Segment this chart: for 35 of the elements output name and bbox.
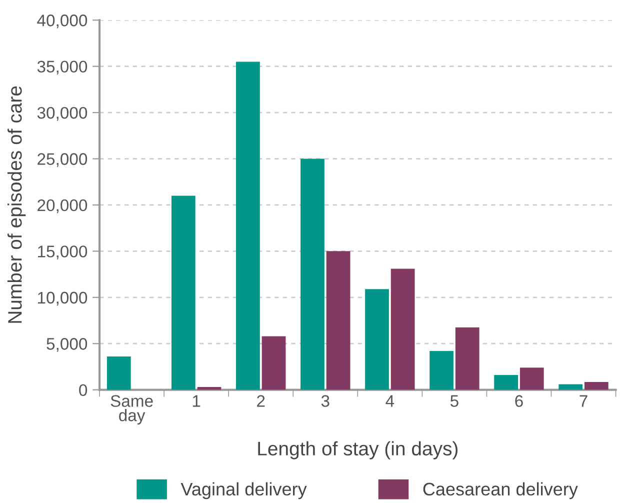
y-axis-title: Number of episodes of care (8, 86, 26, 323)
bar (300, 158, 324, 390)
y-tick-label: 15,000 (38, 246, 88, 260)
bar (106, 356, 131, 390)
x-tick-label: 2 (257, 395, 265, 407)
x-axis-title: Length of stay (in days) (258, 441, 458, 460)
bar (558, 384, 583, 390)
legend-label: Caesarean delivery (423, 482, 578, 500)
bar (236, 62, 260, 390)
bar (390, 268, 415, 390)
bar (365, 289, 389, 390)
y-tick-label: 20,000 (38, 199, 88, 214)
x-tick-label: 1 (192, 395, 200, 407)
y-tick-label: 30,000 (37, 106, 88, 121)
y-tick-label: 0 (79, 384, 88, 396)
x-tick-label: 3 (321, 395, 330, 407)
bar (326, 251, 350, 390)
x-tick-label: 7 (580, 395, 588, 407)
x-tick-label: Same day (110, 395, 153, 425)
bar (494, 375, 518, 390)
y-tick-label: 25,000 (38, 153, 88, 167)
bar (455, 327, 480, 390)
x-tick-label: 5 (450, 395, 458, 407)
bar (171, 196, 196, 390)
bar (584, 382, 608, 390)
y-tick-label: 40,000 (37, 14, 88, 28)
y-tick-label: 35,000 (37, 60, 88, 75)
x-tick-label: 6 (515, 395, 523, 407)
y-tick-label: 10,000 (38, 292, 88, 306)
x-tick-label: 4 (386, 395, 394, 407)
legend-label: Vaginal delivery (180, 482, 307, 500)
bar (430, 351, 454, 390)
bar (520, 368, 544, 390)
bar (262, 336, 286, 390)
y-tick-label: 5,000 (46, 338, 88, 352)
